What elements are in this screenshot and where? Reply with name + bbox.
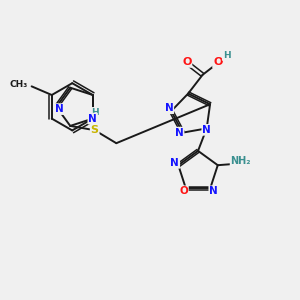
Text: CH₃: CH₃ xyxy=(10,80,28,89)
Text: O: O xyxy=(182,57,191,67)
Text: N: N xyxy=(202,125,211,135)
Text: NH₂: NH₂ xyxy=(230,157,251,166)
Text: O: O xyxy=(213,58,223,68)
Text: O: O xyxy=(179,186,188,196)
Text: H: H xyxy=(91,108,99,117)
Text: N: N xyxy=(164,103,173,113)
Text: S: S xyxy=(91,125,99,135)
Text: N: N xyxy=(209,186,218,196)
Text: H: H xyxy=(223,51,230,60)
Text: N: N xyxy=(170,158,179,168)
Text: N: N xyxy=(175,128,184,138)
Text: N: N xyxy=(55,104,64,114)
Text: N: N xyxy=(88,114,97,124)
